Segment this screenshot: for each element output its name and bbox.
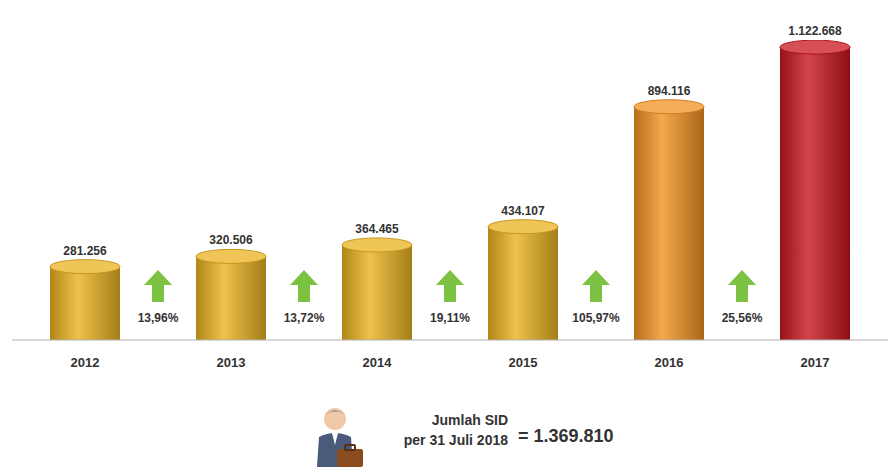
svg-text:13,96%: 13,96% xyxy=(138,311,179,325)
svg-text:25,56%: 25,56% xyxy=(722,311,763,325)
svg-text:434.107: 434.107 xyxy=(501,204,545,218)
svg-text:320.506: 320.506 xyxy=(209,233,253,247)
svg-text:1.122.668: 1.122.668 xyxy=(788,24,842,38)
svg-text:13,72%: 13,72% xyxy=(284,311,325,325)
svg-text:2017: 2017 xyxy=(801,355,830,370)
svg-text:= 1.369.810: = 1.369.810 xyxy=(518,426,614,446)
svg-text:281.256: 281.256 xyxy=(63,244,107,258)
svg-text:2016: 2016 xyxy=(655,355,684,370)
svg-text:19,11%: 19,11% xyxy=(430,311,470,325)
svg-text:364.465: 364.465 xyxy=(355,222,399,236)
svg-text:2014: 2014 xyxy=(363,355,393,370)
svg-text:Jumlah SIDper 31 Juli 2018: Jumlah SIDper 31 Juli 2018 xyxy=(404,412,509,448)
svg-text:2015: 2015 xyxy=(509,355,538,370)
svg-text:105,97%: 105,97% xyxy=(572,311,620,325)
svg-text:2012: 2012 xyxy=(71,355,100,370)
svg-text:894.116: 894.116 xyxy=(648,84,691,98)
svg-text:2013: 2013 xyxy=(217,355,246,370)
